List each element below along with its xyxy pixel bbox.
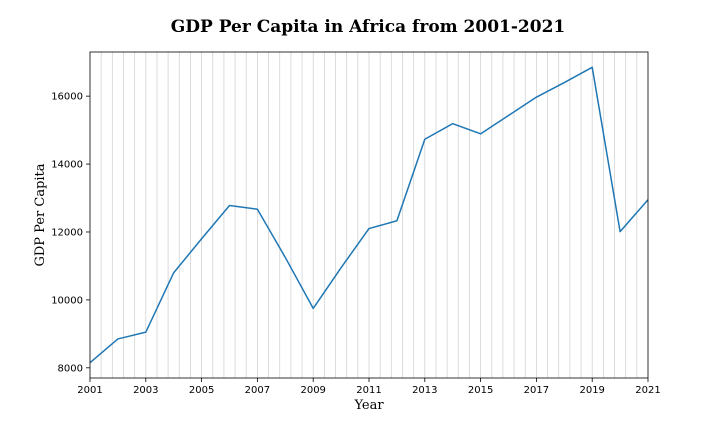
y-axis-label: GDP Per Capita: [33, 163, 48, 266]
x-tick-label: 2013: [412, 385, 437, 396]
y-tick-label: 10000: [51, 295, 83, 306]
series-lines: [89, 66, 649, 364]
x-tick-label: 2003: [133, 385, 158, 396]
series-line: [89, 66, 649, 364]
x-tick-label: 2007: [245, 385, 270, 396]
x-tick-label: 2019: [579, 385, 604, 396]
grid-lines: [100, 52, 638, 378]
x-tick-label: 2001: [77, 385, 102, 396]
y-tick-label: 12000: [51, 227, 83, 238]
x-tick-label: 2009: [300, 385, 325, 396]
x-tick-label: 2021: [635, 385, 660, 396]
x-tick-label: 2005: [189, 385, 214, 396]
x-tick-label: 2015: [468, 385, 493, 396]
chart-title: GDP Per Capita in Africa from 2001-2021: [171, 17, 566, 37]
y-tick-label: 14000: [51, 160, 83, 171]
y-axis-ticks: 8000 10000 12000 14000 16000: [51, 92, 90, 374]
x-axis-ticks: 2001 2003 2005 2007 2009 2011 2013 2015 2017 2019…: [77, 378, 661, 396]
x-tick-label: 2011: [356, 385, 381, 396]
x-tick-label: 2017: [524, 385, 549, 396]
y-tick-label: 16000: [51, 92, 83, 103]
x-axis-label: Year: [353, 398, 384, 413]
y-tick-label: 8000: [58, 363, 83, 374]
